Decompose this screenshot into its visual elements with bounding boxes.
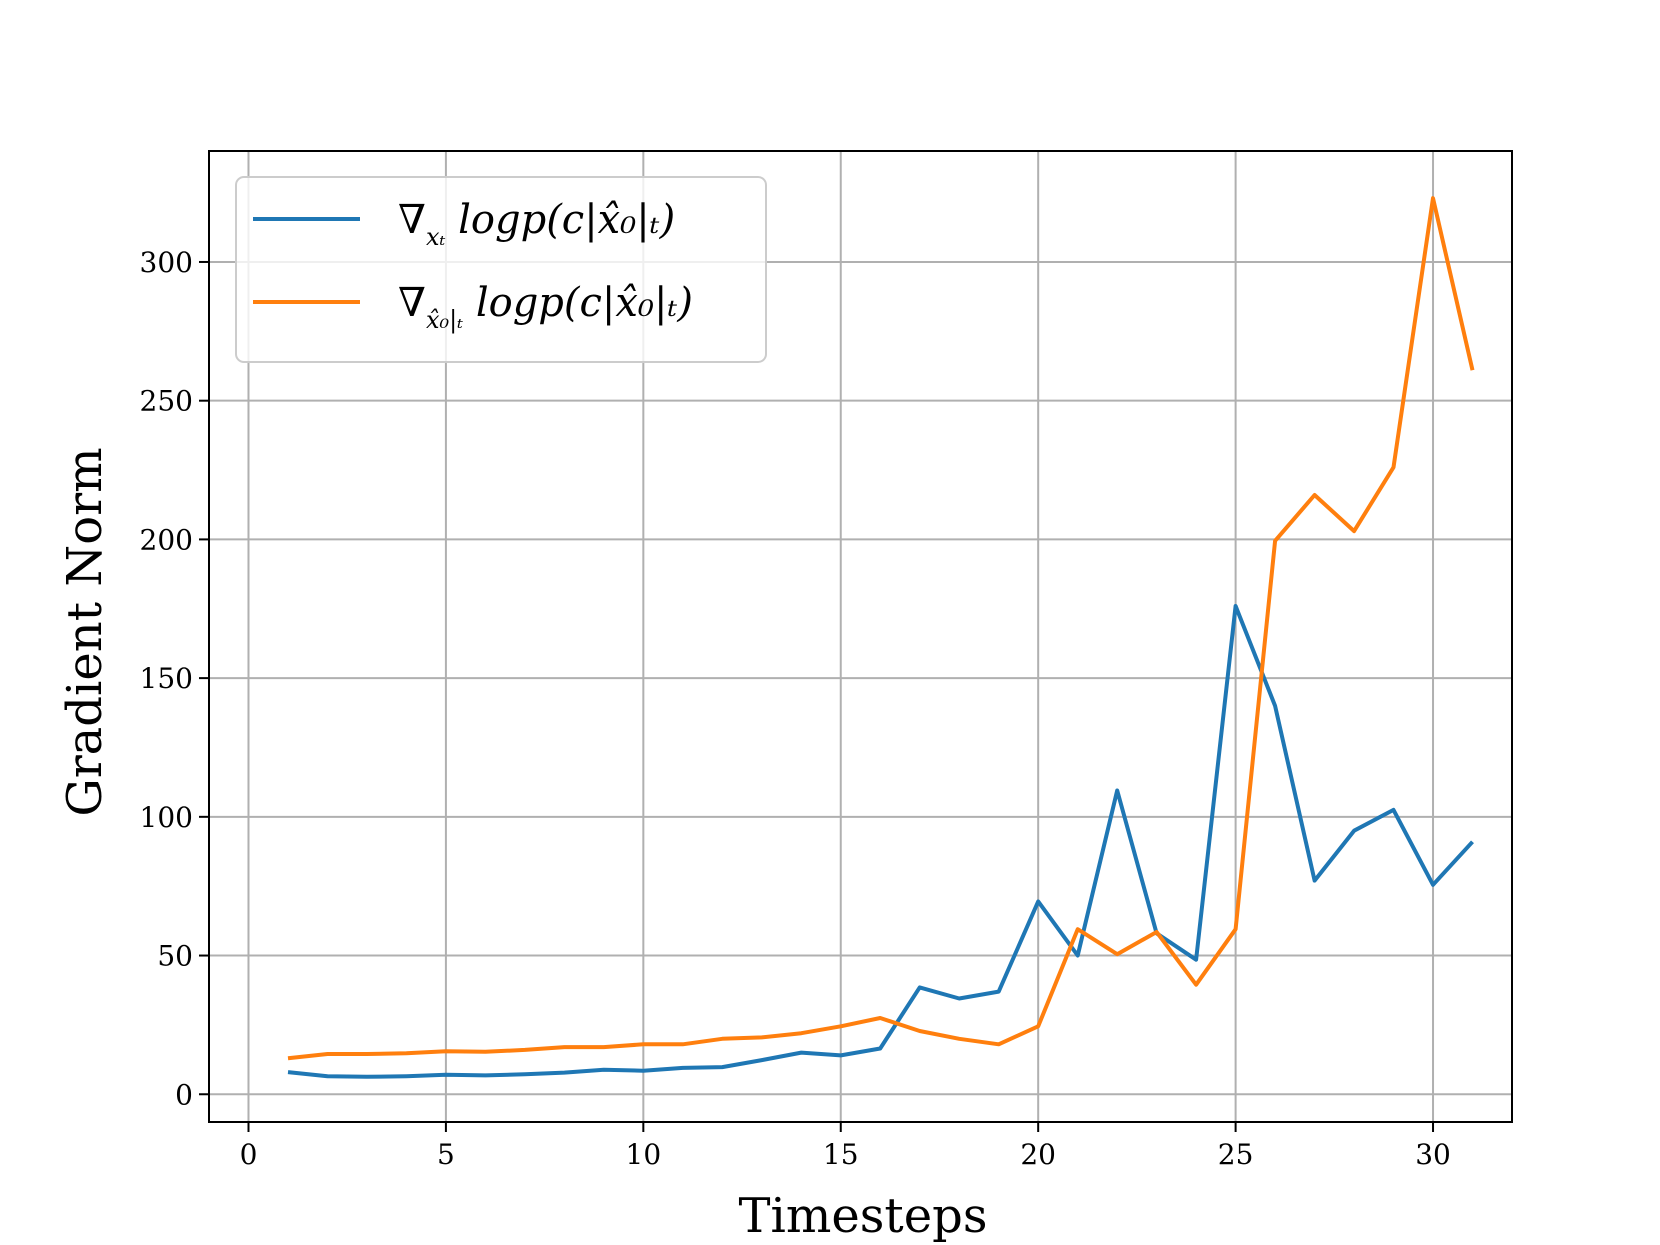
x-tick-label: 30 (1415, 1138, 1451, 1171)
x-tick-label: 0 (240, 1138, 258, 1171)
grid (209, 151, 1512, 1122)
y-tick-label: 0 (175, 1078, 193, 1111)
y-tick-label: 50 (157, 940, 193, 973)
series-line-0 (287, 604, 1474, 1079)
y-tick-label: 300 (140, 246, 193, 279)
y-tick-label: 100 (140, 801, 193, 834)
x-tick-label: 15 (823, 1138, 859, 1171)
x-tick-label: 25 (1218, 1138, 1254, 1171)
legend-box (235, 176, 767, 363)
x-tick-label: 5 (437, 1138, 455, 1171)
legend-entry-1: ∇x̂₀|ₜ logp(c|x̂₀|ₜ) (253, 280, 693, 335)
plot-frame (208, 150, 1513, 1123)
legend-label-1: ∇x̂₀|ₜ logp(c|x̂₀|ₜ) (398, 280, 693, 335)
y-tick-label: 250 (140, 385, 193, 418)
legend: ∇xₜ logp(c|x̂₀|ₜ) ∇x̂₀|ₜ logp(c|x̂₀|ₜ) (235, 176, 767, 363)
x-tick-label: 10 (626, 1138, 662, 1171)
legend-entry-0: ∇xₜ logp(c|x̂₀|ₜ) (253, 197, 675, 251)
series-lines (287, 196, 1475, 1079)
y-tick-label: 150 (140, 662, 193, 695)
y-tick-label: 200 (140, 523, 193, 556)
y-axis-title: Gradient Norm (57, 447, 113, 816)
legend-label-0: ∇xₜ logp(c|x̂₀|ₜ) (398, 197, 675, 251)
x-tick-label: 20 (1020, 1138, 1056, 1171)
series-line-1 (287, 196, 1475, 1061)
x-axis-title: Timesteps (739, 1188, 988, 1244)
